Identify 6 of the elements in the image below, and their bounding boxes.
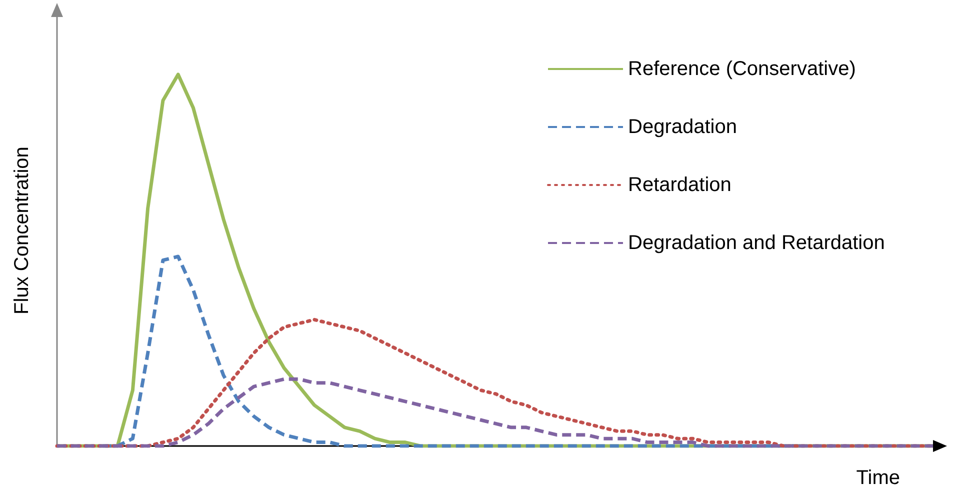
x-axis-title: Time [856, 467, 900, 489]
y-axis-title: Flux Concentration [11, 146, 33, 314]
legend-label: Reference (Conservative) [628, 58, 856, 80]
legend-label: Degradation [628, 116, 737, 138]
legend-label: Retardation [628, 174, 732, 196]
legend-label: Degradation and Retardation [628, 232, 885, 254]
